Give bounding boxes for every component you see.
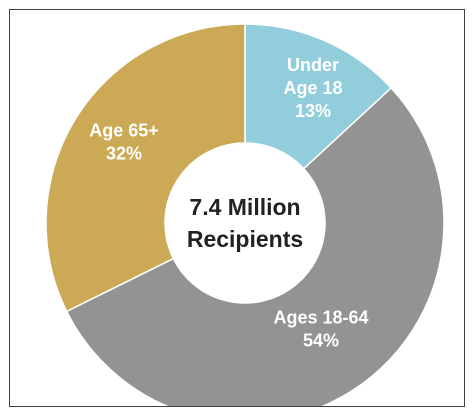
center-label: 7.4 Million Recipients: [187, 194, 303, 252]
slice-data-label: Age 65+ 32%: [89, 121, 159, 164]
donut-slice: [244, 23, 393, 170]
slice-data-label: Under Age 18 13%: [283, 55, 342, 121]
donut-chart: Under Age 18 13% Ages 18-64 54% Age 65+ 32% 7.4…: [45, 23, 445, 406]
donut-slice: [45, 23, 246, 313]
chart-frame: Under Age 18 13% Ages 18-64 54% Age 65+ 32% 7.4…: [9, 9, 465, 407]
slice-data-label: Ages 18-64 54%: [273, 308, 368, 351]
donut-slice: [65, 86, 445, 406]
